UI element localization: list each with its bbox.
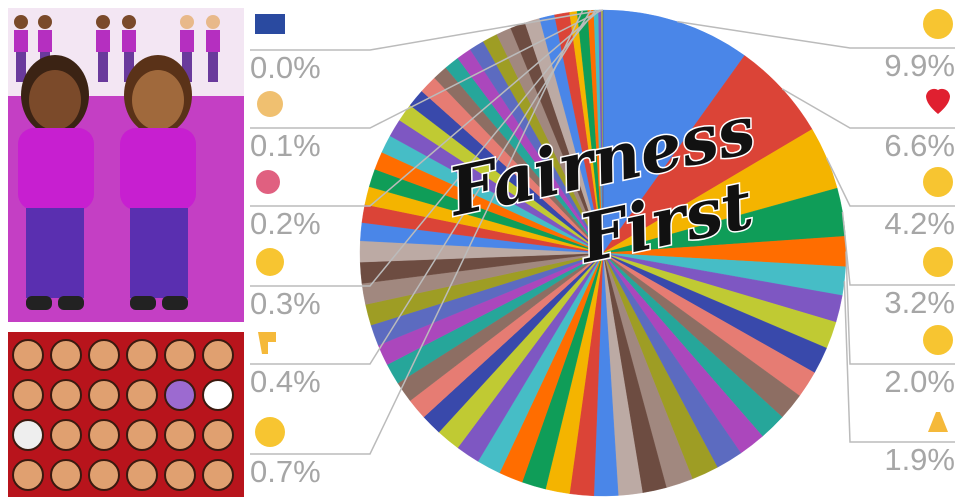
value-label: 6.6% bbox=[884, 128, 955, 163]
value-label: 2.0% bbox=[884, 364, 955, 399]
photo-top bbox=[8, 8, 244, 322]
value-label: 0.1% bbox=[250, 128, 321, 163]
photo-bottom bbox=[8, 332, 244, 497]
value-label: 0.4% bbox=[250, 364, 321, 399]
value-label: 1.9% bbox=[884, 442, 955, 477]
person-right bbox=[120, 55, 196, 310]
person-left bbox=[18, 55, 94, 310]
value-label: 0.7% bbox=[250, 454, 321, 489]
value-label: 3.2% bbox=[884, 285, 955, 320]
value-label: 4.2% bbox=[884, 206, 955, 241]
page: 9.9% 6.6% 4.2% 3.2% 2.0% 1.9% 0.7% 0.4% 0.3% 0.2%… bbox=[0, 0, 956, 499]
value-label: 0.2% bbox=[250, 206, 321, 241]
value-label: 9.9% bbox=[884, 48, 955, 83]
value-label: 0.3% bbox=[250, 286, 321, 321]
value-label: 0.0% bbox=[250, 50, 321, 85]
